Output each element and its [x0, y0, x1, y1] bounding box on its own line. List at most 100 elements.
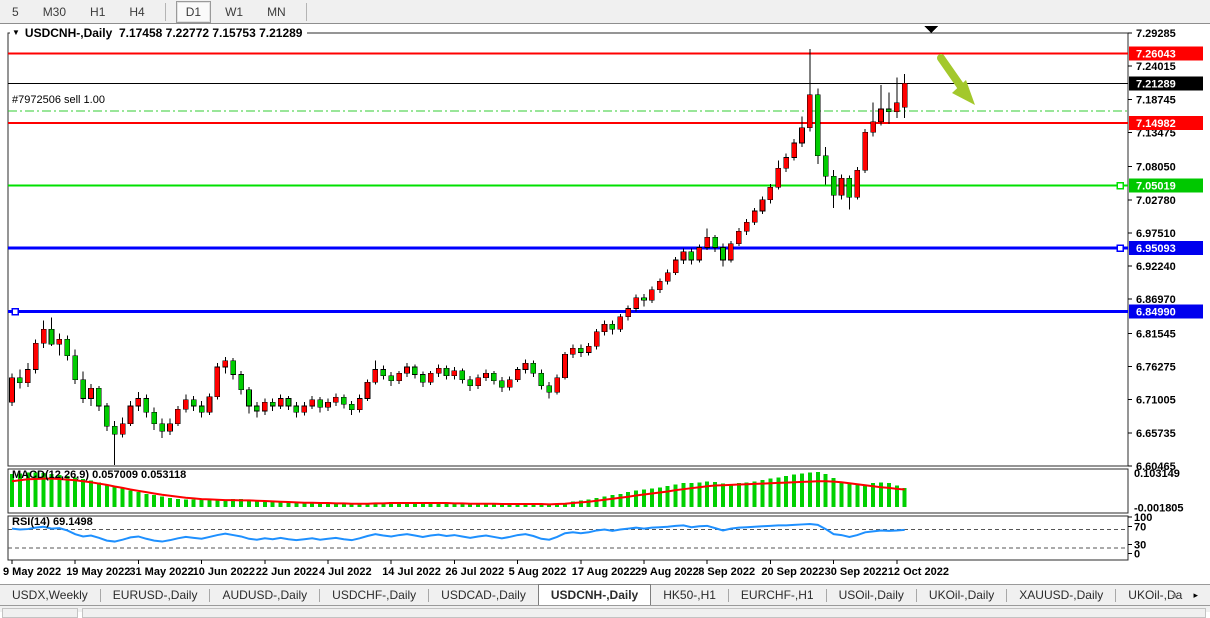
- current-price-badge: 7.21289: [1136, 78, 1176, 90]
- candle: [419, 374, 426, 383]
- symbol-tab-eurusd-daily[interactable]: EURUSD-,Daily: [112, 588, 198, 602]
- macd-histogram-bar: [191, 499, 196, 507]
- price-level-badge-bg: [1129, 241, 1203, 256]
- candle: [799, 127, 805, 144]
- timeframe-button-mn[interactable]: MN: [267, 4, 286, 19]
- candle: [846, 177, 853, 198]
- date-axis-label: 14 Jul 2022: [382, 566, 441, 578]
- price-axis-label: 7.29285: [1136, 28, 1176, 40]
- level-drag-handle[interactable]: [1116, 181, 1124, 190]
- timeframe-button-m30[interactable]: M30: [42, 4, 67, 19]
- tabs-scroll-left-icon[interactable]: ◂: [1171, 590, 1176, 600]
- symbol-tab-usdchf-daily[interactable]: USDCHF-,Daily: [332, 588, 417, 602]
- date-axis-label: 19 May 2022: [66, 566, 130, 578]
- macd-histogram-bar: [468, 503, 473, 507]
- price-level-badge-bg: [1129, 46, 1203, 61]
- macd-histogram-bar: [847, 483, 852, 507]
- candle: [206, 396, 213, 413]
- timeframe-button-h4[interactable]: H4: [129, 4, 145, 19]
- timeframe-button-h1[interactable]: H1: [90, 4, 106, 19]
- candle: [901, 83, 908, 108]
- candle: [427, 372, 434, 383]
- macd-histogram-bar: [104, 484, 109, 507]
- symbol-tab-xauusd-daily[interactable]: XAUUSD-,Daily: [1019, 588, 1104, 602]
- chart-dropdown-icon[interactable]: ▼: [12, 28, 20, 37]
- timeframe-button-5[interactable]: 5: [12, 4, 19, 19]
- date-axis-label: 4 Jul 2022: [319, 566, 372, 578]
- symbol-tab-audusd-daily[interactable]: AUDUSD-,Daily: [222, 588, 308, 602]
- symbol-tab-usdcnh-daily[interactable]: USDCNH-,Daily: [537, 584, 652, 605]
- symbol-tab-usdcad-daily[interactable]: USDCAD-,Daily: [441, 588, 526, 602]
- candle: [491, 372, 497, 382]
- candle: [498, 380, 505, 388]
- macd-axis-label: -0.001805: [1134, 503, 1184, 515]
- macd-histogram-bar: [736, 483, 741, 507]
- macd-histogram-bar: [89, 480, 93, 507]
- tabs-scroll-right-icon[interactable]: ▸: [1193, 590, 1198, 600]
- toolbar-separator: [164, 2, 166, 21]
- timeframe-button-w1[interactable]: W1: [225, 4, 244, 19]
- candle: [190, 399, 197, 407]
- symbol-tab-ukoil-da[interactable]: UKOil-,Da: [1128, 588, 1183, 602]
- symbol-tab-usoil-daily[interactable]: USOil-,Daily: [838, 588, 904, 602]
- candle: [735, 230, 742, 244]
- tab-divider: [428, 589, 430, 602]
- candle: [704, 237, 711, 248]
- macd-histogram-bar: [618, 493, 623, 507]
- macd-signal-line: [11, 477, 905, 506]
- macd-histogram-bar: [713, 481, 718, 507]
- candle: [728, 243, 734, 261]
- macd-histogram-bar: [610, 495, 615, 507]
- candle: [577, 347, 584, 353]
- candle: [24, 369, 31, 384]
- macd-histogram-bar: [705, 481, 710, 507]
- candle: [475, 377, 481, 387]
- triangle-marker-icon[interactable]: [924, 26, 938, 33]
- status-cell: [82, 608, 1206, 618]
- symbol-tab-eurchf-h1[interactable]: EURCHF-,H1: [740, 588, 814, 602]
- date-axis-label: 5 Aug 2022: [509, 566, 567, 578]
- macd-histogram-bar: [547, 504, 552, 507]
- candle: [48, 328, 55, 345]
- macd-histogram-bar: [262, 500, 267, 507]
- candle: [198, 405, 205, 413]
- price-level-badge: 7.05019: [1136, 181, 1176, 193]
- macd-histogram-bar: [420, 502, 425, 507]
- candle: [822, 155, 829, 177]
- macd-histogram-bar: [341, 503, 346, 507]
- symbol-tab-ukoil-daily[interactable]: UKOil-,Daily: [928, 588, 995, 602]
- symbol-tab-hk50-h1[interactable]: HK50-,H1: [663, 588, 716, 602]
- macd-histogram-bar: [460, 503, 465, 507]
- sell-arrow-head-icon[interactable]: [952, 80, 975, 105]
- candle: [396, 372, 402, 382]
- macd-histogram-bar: [839, 481, 844, 507]
- macd-histogram-bar: [642, 489, 646, 507]
- candle: [775, 167, 782, 188]
- price-level-badge-bg: [1129, 115, 1203, 130]
- price-level-badge-bg: [1129, 178, 1203, 193]
- chart-title-ohlc: 7.17458 7.22772 7.15753 7.21289: [118, 26, 303, 40]
- macd-histogram-bar: [879, 482, 883, 507]
- level-drag-handle[interactable]: [1116, 244, 1124, 252]
- candle: [348, 403, 355, 411]
- symbol-tab-usdx-weekly[interactable]: USDX,Weekly: [12, 588, 88, 602]
- candle: [838, 177, 845, 196]
- status-cell: [2, 608, 78, 618]
- candle: [301, 405, 308, 413]
- candle: [127, 405, 134, 424]
- candle: [506, 379, 513, 388]
- macd-histogram-bar: [499, 504, 504, 507]
- candle: [72, 355, 78, 380]
- candle: [633, 297, 639, 309]
- candle: [356, 398, 363, 411]
- macd-histogram-bar: [760, 479, 765, 507]
- timeframe-button-d1[interactable]: D1: [175, 0, 212, 23]
- macd-histogram-bar: [555, 504, 560, 507]
- candle: [641, 297, 647, 301]
- price-axis-label: 6.97510: [1136, 228, 1176, 240]
- macd-histogram-bar: [570, 501, 575, 507]
- candle: [277, 398, 284, 407]
- level-drag-handle[interactable]: [11, 307, 19, 316]
- macd-histogram-bar: [800, 473, 804, 507]
